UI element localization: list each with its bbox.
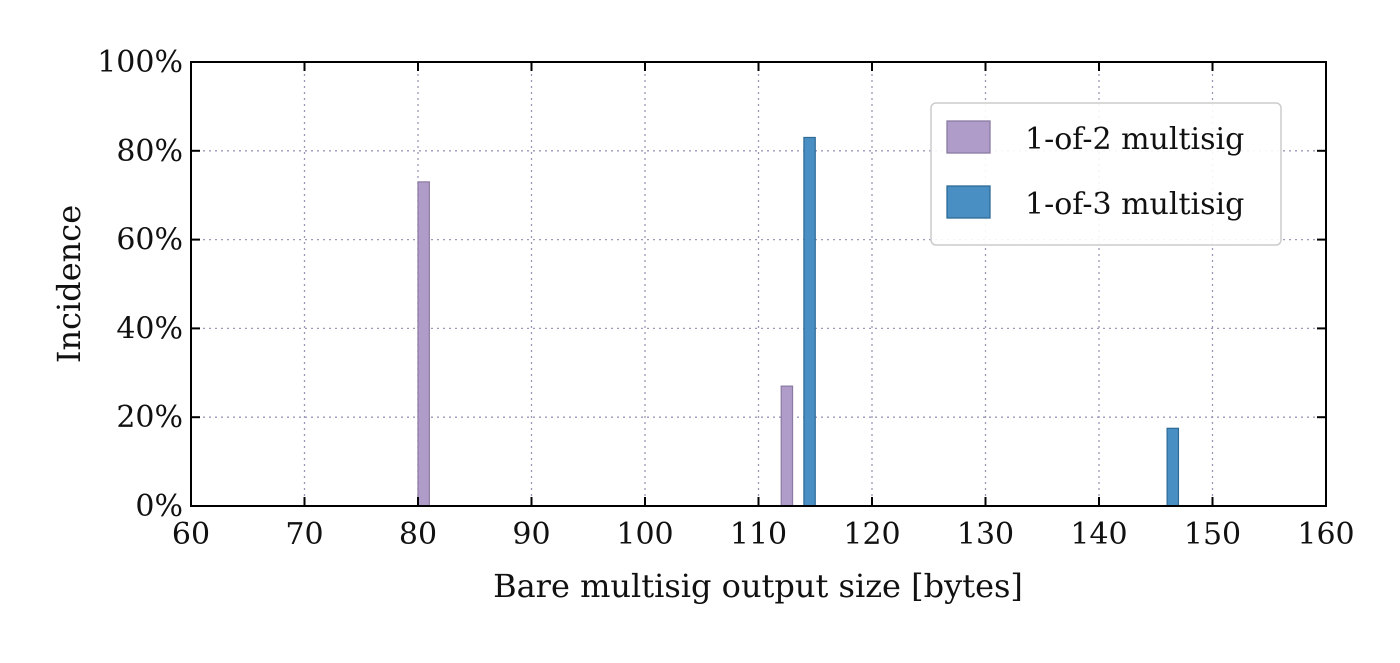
x-tick-label: 150 bbox=[1184, 517, 1241, 552]
legend-swatch-1-of-3 bbox=[946, 185, 991, 219]
x-tick-label: 70 bbox=[285, 517, 323, 552]
bar-1-of-3-114 bbox=[803, 136, 816, 507]
x-tick-label: 90 bbox=[512, 517, 550, 552]
x-axis-title: Bare multisig output size [bytes] bbox=[493, 567, 1023, 605]
legend: 1-of-2 multisig 1-of-3 multisig bbox=[930, 102, 1282, 246]
x-tick-label: 80 bbox=[399, 517, 437, 552]
y-tick-label: 80% bbox=[116, 134, 183, 169]
y-tick-label: 100% bbox=[97, 45, 183, 80]
y-axis-title: Incidence bbox=[50, 205, 88, 363]
legend-label-1-of-3: 1-of-3 multisig bbox=[1025, 187, 1244, 222]
y-tick-label: 0% bbox=[135, 489, 183, 524]
y-tick-label: 60% bbox=[116, 223, 183, 258]
y-tick-labels: 0% 20% 40% 60% 80% 100% bbox=[97, 45, 183, 524]
ticks bbox=[190, 61, 1327, 507]
x-tick-labels: 60 70 80 90 100 110 120 130 140 150 160 bbox=[172, 517, 1355, 552]
x-tick-label: 110 bbox=[730, 517, 787, 552]
legend-label-1-of-2: 1-of-2 multisig bbox=[1025, 122, 1244, 157]
bar-1-of-2-112 bbox=[780, 385, 794, 507]
x-tick-label: 120 bbox=[843, 517, 900, 552]
legend-swatch-1-of-2 bbox=[946, 120, 991, 154]
x-tick-label: 160 bbox=[1297, 517, 1354, 552]
x-tick-label: 60 bbox=[172, 517, 210, 552]
x-tick-label: 100 bbox=[616, 517, 673, 552]
bar-1-of-2-80 bbox=[417, 181, 430, 507]
bar-1-of-3-146 bbox=[1166, 427, 1180, 507]
x-tick-label: 130 bbox=[957, 517, 1014, 552]
x-tick-label: 140 bbox=[1070, 517, 1127, 552]
y-tick-label: 20% bbox=[116, 400, 183, 435]
legend-box bbox=[930, 102, 1282, 246]
y-tick-label: 40% bbox=[116, 311, 183, 346]
